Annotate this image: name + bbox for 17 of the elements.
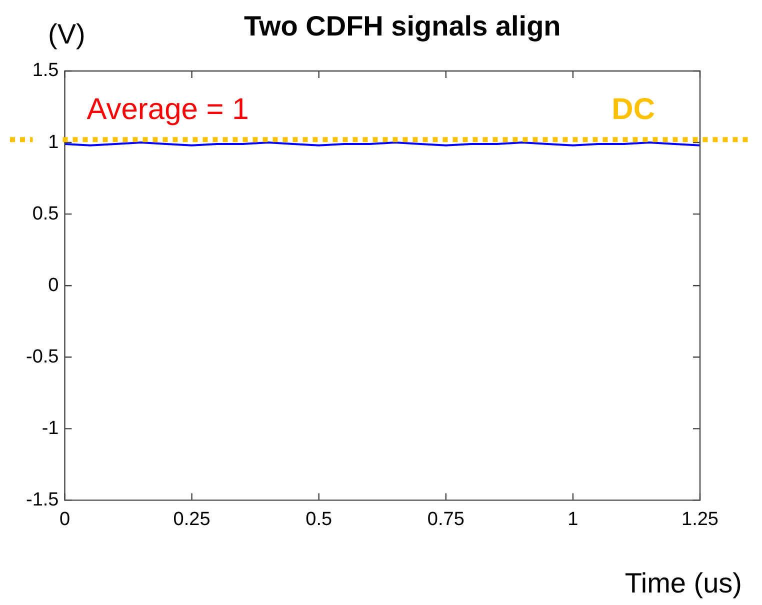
y-tick-label: 1.5	[32, 60, 59, 82]
x-tick-label: 1.25	[682, 508, 718, 530]
chart-title: Two CDFH signals align	[244, 10, 561, 42]
x-tick-label: 0.25	[173, 508, 210, 530]
x-tick-label: 0.5	[306, 508, 332, 530]
ref-line-label: DC	[612, 92, 655, 126]
x-tick-label: 0.75	[427, 508, 464, 530]
y-tick-label: -1.5	[26, 489, 59, 510]
x-tick-label: 1	[568, 508, 578, 530]
y-tick-label: 1	[48, 132, 59, 153]
y-axis-title: (V)	[48, 18, 86, 50]
y-tick-label: 0.5	[32, 203, 59, 224]
annotation: Average = 1	[86, 92, 249, 126]
y-tick-label: -0.5	[26, 346, 59, 368]
y-tick-label: 0	[48, 274, 59, 296]
x-axis-title: Time (us)	[624, 568, 742, 599]
y-tick-label: -1	[42, 418, 59, 439]
